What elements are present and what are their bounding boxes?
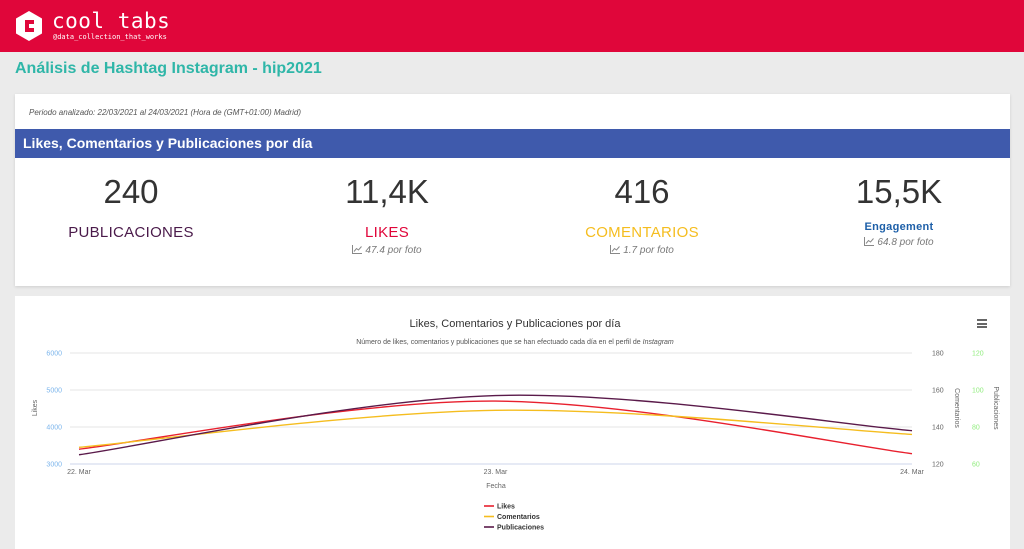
trend-chart-icon [864,237,875,246]
y-tick-label-likes: 4000 [46,425,62,432]
x-tick-label: 24. Mar [900,469,924,476]
metric-label: PUBLICACIONES [68,224,194,241]
metric-likes: 11,4K LIKES 47.4 por foto [287,172,487,256]
period-label: Periodo analizado: [29,108,96,117]
period-timezone: (Hora de (GMT+01:00) Madrid) [190,108,301,117]
series-line-comentarios [78,409,913,449]
y-tick-label-publicaciones: 60 [972,462,980,469]
top-bar: cool tabs @data_collection_that_works [0,0,1024,52]
metric-sub: 47.4 por foto [287,245,487,256]
metric-engagement: 15,5K Engagement 64.8 por foto [799,172,999,248]
y-axis-title-comentarios: Comentarios [953,388,960,428]
section-header: Likes, Comentarios y Publicaciones por d… [15,129,1010,158]
y-tick-label-publicaciones: 120 [972,351,984,358]
trend-chart-icon [610,245,621,254]
metric-value: 240 [103,173,159,210]
y-tick-label-comentarios: 120 [932,462,944,469]
cooltabs-logo-icon[interactable] [14,10,44,42]
series-line-likes [78,400,913,455]
y-tick-label-publicaciones: 100 [972,388,984,395]
chart-menu-icon[interactable] [977,319,987,328]
y-tick-label-publicaciones: 80 [972,425,980,432]
metric-sub: 1.7 por foto [542,245,742,256]
trend-chart-icon [352,245,363,254]
series-line-publicaciones [78,394,913,456]
y-tick-label-comentarios: 180 [932,351,944,358]
summary-card: Periodo analizado: 22/03/2021 al 24/03/2… [15,94,1010,286]
period-text: Periodo analizado: 22/03/2021 al 24/03/2… [29,108,301,117]
metric-label: LIKES [364,224,410,241]
y-axis-title-likes: Likes [32,399,39,416]
y-tick-label-likes: 3000 [46,462,62,469]
section-title: Likes, Comentarios y Publicaciones por d… [23,135,313,151]
metric-publicaciones: 240 PUBLICACIONES [31,172,231,241]
chart-title: Likes, Comentarios y Publicaciones por d… [410,318,622,330]
legend-item-likes[interactable]: Likes [497,504,515,511]
period-range: 22/03/2021 al 24/03/2021 [97,108,189,117]
brand-name: cool tabs [52,9,171,33]
metric-value: 416 [614,173,670,210]
x-axis-title: Fecha [486,483,506,490]
metric-sub: 64.8 por foto [799,237,999,248]
metric-label: Engagement [864,221,934,233]
x-tick-label: 22. Mar [67,469,91,476]
y-tick-label-comentarios: 140 [932,425,944,432]
metric-value: 15,5K [855,173,943,210]
y-tick-label-likes: 5000 [46,388,62,395]
legend-item-comentarios[interactable]: Comentarios [497,514,540,521]
brand-tagline: @data_collection_that_works [53,33,167,41]
legend-item-publicaciones[interactable]: Publicaciones [497,525,544,532]
x-tick-label: 23. Mar [484,469,508,476]
metric-comentarios: 416 COMENTARIOS 1.7 por foto [542,172,742,256]
metric-label: COMENTARIOS [585,224,699,241]
metric-value: 11,4K [345,173,429,210]
y-axis-title-publicaciones: Publicaciones [992,386,999,430]
y-tick-label-comentarios: 160 [932,388,944,395]
page-title: Análisis de Hashtag Instagram - hip2021 [15,60,322,77]
chart-subtitle: Número de likes, comentarios y publicaci… [356,339,674,346]
y-tick-label-likes: 6000 [46,351,62,358]
